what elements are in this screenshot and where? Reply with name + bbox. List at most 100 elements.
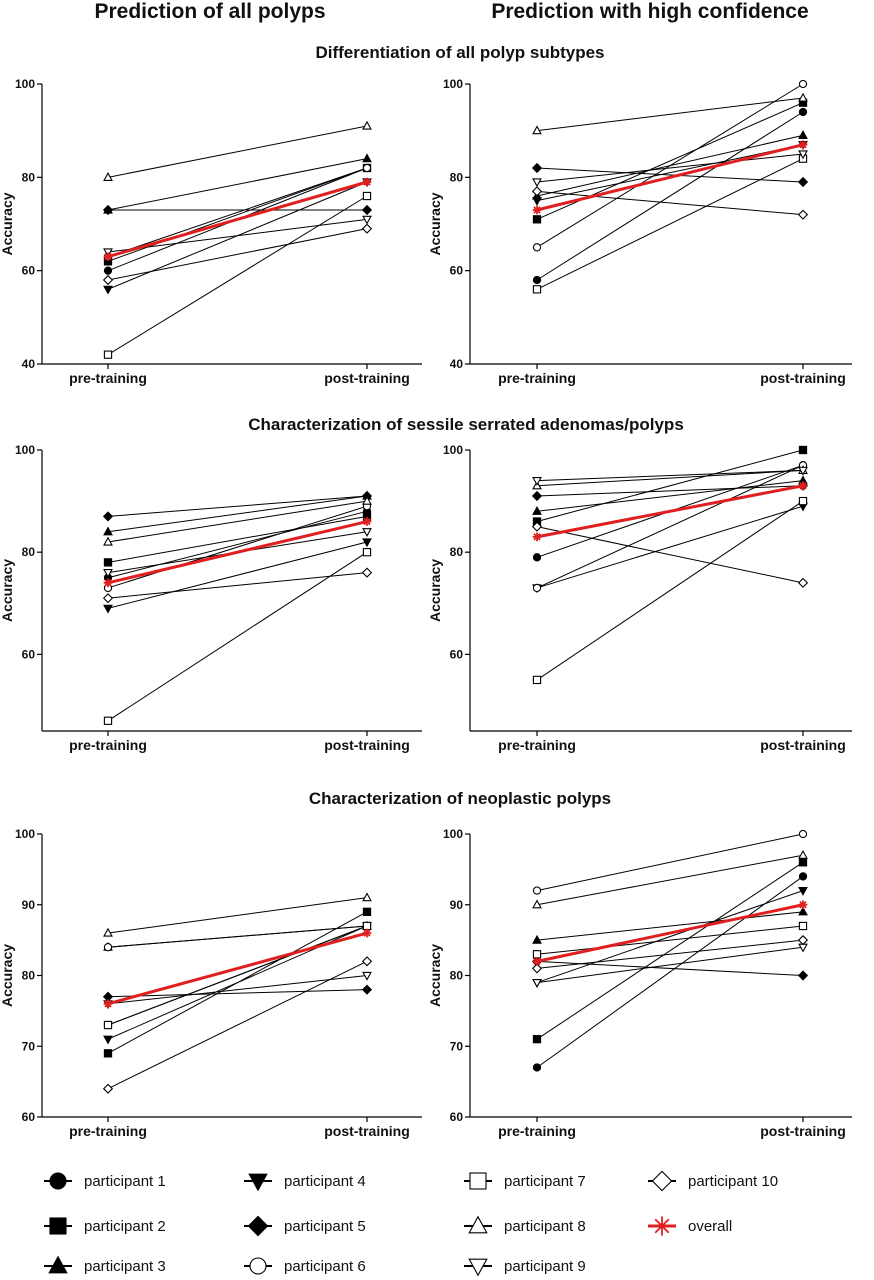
chart-panels: 40 60 80 100 pre-training post-training Accura… [0,77,852,1139]
x-tick-label: pre-training [498,1123,576,1139]
series-line-participant-4 [107,541,368,609]
point-participant-9-post [362,528,372,538]
series-participant-8 [532,92,808,135]
series-line-participant-7 [107,925,368,1026]
y-tick-label: 60 [450,264,464,278]
series-participant-3 [532,906,808,944]
legend-item-participant-1: participant 1 [44,1172,166,1190]
row-title-3: Characterization of neoplastic polyps [309,789,611,808]
series-line-participant-4 [536,890,804,984]
y-tick-label: 80 [22,969,36,983]
point-participant-7-post [798,921,808,931]
series-line-participant-9 [107,218,368,253]
series-line-participant-1 [107,510,368,579]
series-line-participant-7 [107,195,368,356]
series-participant-7 [532,921,808,959]
series-line-overall [107,180,368,259]
series-participant-9 [532,150,808,188]
point-participant-9-post [798,150,808,160]
point-participant-1-pre [532,553,542,562]
point-participant-10-post [361,567,373,578]
point-participant-1-pre [103,266,113,275]
series-participant-9 [532,466,808,486]
point-participant-2-post [362,907,372,916]
y-tick-label: 100 [15,443,35,457]
y-tick-label: 100 [443,443,463,457]
point-participant-4-pre [103,285,113,295]
x-tick-label: pre-training [498,370,576,386]
series-participant-1 [532,872,808,1072]
series-participant-4 [532,141,808,206]
series-line-participant-3 [107,158,368,211]
series-line-participant-6 [536,833,804,892]
point-participant-6-pre [103,943,113,952]
series-participant-8 [103,120,372,181]
legend-item-participant-9: participant 9 [464,1258,586,1277]
y-tick-label: 80 [450,969,464,983]
series-line-participant-10 [536,939,804,969]
series-line-participant-10 [107,228,368,281]
series-line-participant-9 [536,946,804,984]
legend-label: participant 2 [84,1218,166,1235]
point-overall-pre [532,205,542,215]
series-line-participant-7 [536,500,804,681]
y-tick-label: 80 [22,545,36,559]
point-participant-3-post [798,130,808,139]
y-tick-label: 40 [450,357,464,371]
point-participant-10-pre [102,1083,114,1094]
point-participant-2-pre [532,215,542,224]
chart-panel-5: 60 70 80 90 100 pre-training post-training Accu… [0,827,422,1139]
series-line-participant-8 [536,854,804,906]
point-participant-3-post [362,153,372,163]
series-overall [532,481,808,542]
series-line-participant-5 [107,989,368,998]
legend-marker [49,1217,67,1235]
y-tick-label: 100 [15,827,35,841]
point-participant-8-post [798,849,808,859]
point-participant-9-pre [532,477,542,486]
series-participant-8 [103,495,372,546]
legend-label: participant 1 [84,1173,166,1190]
point-participant-8-post [362,495,372,505]
point-participant-5-post [361,204,373,216]
point-participant-4-post [362,538,372,548]
legend-item-participant-3: participant 3 [44,1255,166,1275]
legend-label: participant 3 [84,1258,166,1275]
y-tick-label: 70 [22,1039,36,1053]
point-participant-5-post [797,176,809,188]
point-participant-9-pre [532,978,542,988]
point-overall-post [798,900,808,910]
x-tick-label: post-training [324,1123,410,1139]
point-participant-3-post [798,906,808,916]
series-overall [103,517,372,588]
point-participant-7-post [362,921,372,931]
y-tick-label: 100 [443,827,463,841]
series-participant-2 [532,98,808,224]
point-participant-9-pre [103,569,113,578]
y-tick-label: 60 [450,647,464,661]
series-participant-7 [532,496,808,685]
point-participant-7-pre [103,350,113,359]
legend-label: participant 7 [504,1173,586,1190]
series-line-participant-4 [536,144,804,202]
series-line-participant-7 [536,925,804,955]
legend-marker [49,1172,67,1190]
series-participant-5 [102,204,373,216]
series-participant-8 [532,849,808,909]
point-participant-10-post [361,956,373,967]
point-participant-9-post [362,971,372,981]
point-participant-2-pre [532,1035,542,1044]
point-participant-8-pre [103,172,113,181]
point-participant-10-pre [531,521,543,532]
series-participant-2 [103,512,372,567]
series-overall [532,900,808,966]
point-participant-6-post [362,163,372,173]
series-line-participant-5 [536,167,804,183]
series-participant-1 [103,507,372,582]
legend-item-participant-10: participant 10 [648,1170,778,1192]
point-overall-pre [103,578,113,588]
series-line-participant-2 [536,449,804,523]
point-participant-7-post [798,496,808,506]
series-line-participant-3 [536,911,804,941]
point-participant-8-pre [532,125,542,135]
